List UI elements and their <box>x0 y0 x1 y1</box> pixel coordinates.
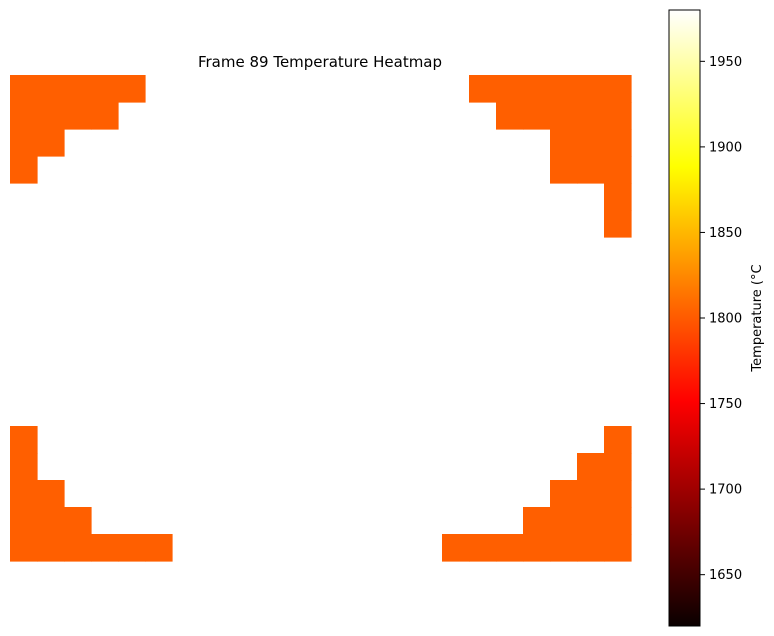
heatmap-cell <box>37 480 65 508</box>
heatmap-cell <box>604 75 632 103</box>
heatmap-cell <box>577 507 605 535</box>
heatmap-cell <box>118 75 146 103</box>
heatmap-cell <box>118 534 146 562</box>
heatmap-cell <box>604 156 632 184</box>
heatmap-cell <box>523 75 551 103</box>
heatmap-cell <box>10 480 38 508</box>
heatmap-cell <box>577 129 605 157</box>
heatmap-cell <box>496 534 524 562</box>
colorbar-tick-label: 1700 <box>709 483 742 498</box>
heatmap-cell <box>604 183 632 211</box>
heatmap-cell <box>550 507 578 535</box>
chart-title: Frame 89 Temperature Heatmap <box>198 53 442 71</box>
heatmap-cell <box>577 156 605 184</box>
heatmap-cell <box>10 75 38 103</box>
heatmap-cell <box>604 453 632 481</box>
heatmap-cell <box>469 75 497 103</box>
heatmap-cell <box>577 453 605 481</box>
heatmap-cell <box>550 534 578 562</box>
heatmap-cell <box>10 129 38 157</box>
colorbar-tick-label: 1800 <box>709 312 742 327</box>
heatmap-cell <box>64 534 92 562</box>
heatmap-cell <box>577 534 605 562</box>
heatmap-cell <box>550 75 578 103</box>
heatmap-cell <box>604 129 632 157</box>
heatmap-cell <box>10 156 38 184</box>
heatmap-cell <box>10 534 38 562</box>
heatmap-cell <box>577 480 605 508</box>
heatmap-cell <box>469 534 497 562</box>
heatmap-cell <box>91 534 119 562</box>
heatmap-cell <box>496 75 524 103</box>
colorbar: 1650 1700 1750 1800 1850 1900 1950 Temperature… <box>668 9 765 627</box>
heatmap-cell <box>10 102 38 130</box>
heatmap-cell <box>604 480 632 508</box>
colorbar-tick-label: 1950 <box>709 55 742 70</box>
heatmap-cell <box>37 102 65 130</box>
heatmap-cell <box>91 102 119 130</box>
heatmap-cell <box>604 426 632 454</box>
heatmap-cell <box>577 75 605 103</box>
colorbar-ticks: 1650 1700 1750 1800 1850 1900 1950 <box>700 55 742 583</box>
heatmap-cell <box>91 75 119 103</box>
heatmap-cell <box>523 102 551 130</box>
heatmap-cell <box>496 102 524 130</box>
heatmap-cell <box>10 507 38 535</box>
heatmap-cell <box>145 534 173 562</box>
colorbar-label: Temperature (°C <box>750 264 765 372</box>
heatmap-cell <box>10 426 38 454</box>
heatmap-cell <box>10 453 38 481</box>
colorbar-tick-label: 1850 <box>709 226 742 241</box>
heatmap-cell <box>523 534 551 562</box>
heatmap-cell <box>37 507 65 535</box>
heatmap-cell <box>37 75 65 103</box>
colorbar-tick-label: 1650 <box>709 568 742 583</box>
heatmap-cell <box>550 102 578 130</box>
heatmap-cells <box>10 75 632 562</box>
heatmap-cell <box>577 102 605 130</box>
colorbar-tick-label: 1750 <box>709 397 742 412</box>
heatmap-cell <box>64 507 92 535</box>
heatmap-cell <box>523 507 551 535</box>
heatmap-cell <box>442 534 470 562</box>
heatmap-cell <box>64 75 92 103</box>
heatmap-cell <box>604 210 632 238</box>
heatmap-cell <box>604 507 632 535</box>
heatmap-cell <box>604 102 632 130</box>
heatmap-cell <box>550 156 578 184</box>
heatmap-cell <box>64 102 92 130</box>
heatmap-cell <box>37 129 65 157</box>
colorbar-tick-label: 1900 <box>709 140 742 155</box>
heatmap-cell <box>550 480 578 508</box>
colorbar-gradient <box>668 9 701 627</box>
heatmap-cell <box>550 129 578 157</box>
heatmap-cell <box>604 534 632 562</box>
heatmap-cell <box>37 534 65 562</box>
